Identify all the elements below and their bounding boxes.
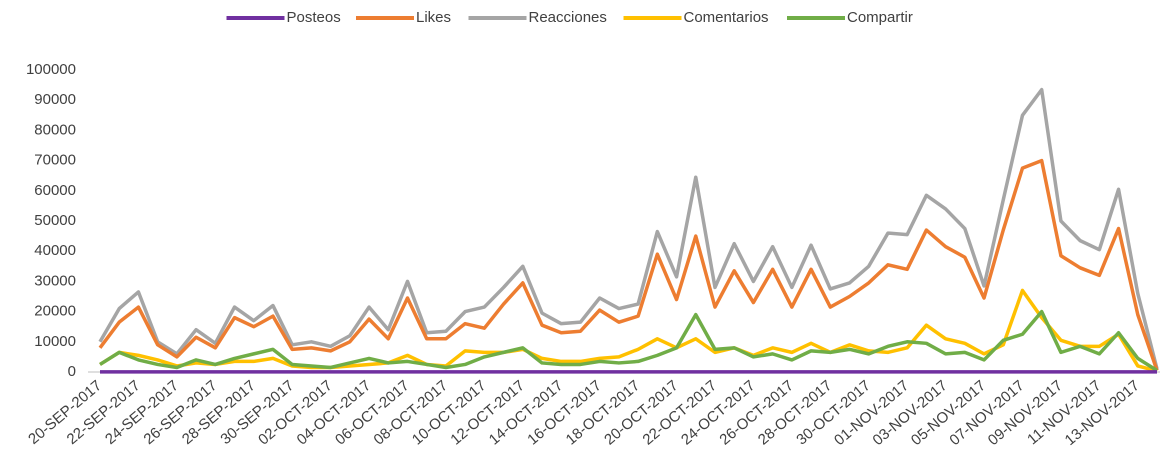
y-tick-label: 50000 <box>34 212 76 229</box>
y-tick-label: 40000 <box>34 242 76 259</box>
y-tick-label: 90000 <box>34 91 76 108</box>
y-tick-label: 20000 <box>34 303 76 320</box>
line-series <box>98 87 1159 370</box>
line-series <box>99 288 1158 373</box>
y-tick-label: 100000 <box>26 61 76 78</box>
legend-label: Posteos <box>287 9 341 26</box>
y-tick-label: 30000 <box>34 272 76 289</box>
line-series <box>98 158 1159 372</box>
y-tick-label: 10000 <box>34 333 76 350</box>
line-series <box>99 309 1158 372</box>
legend-label: Reacciones <box>529 9 607 26</box>
y-tick-label: 0 <box>68 363 76 380</box>
legend-label: Comentarios <box>684 9 769 26</box>
y-tick-label: 70000 <box>34 152 76 169</box>
legend-label: Likes <box>416 9 451 26</box>
y-tick-label: 60000 <box>34 182 76 199</box>
legend-label: Compartir <box>847 9 913 26</box>
y-tick-label: 80000 <box>34 121 76 138</box>
